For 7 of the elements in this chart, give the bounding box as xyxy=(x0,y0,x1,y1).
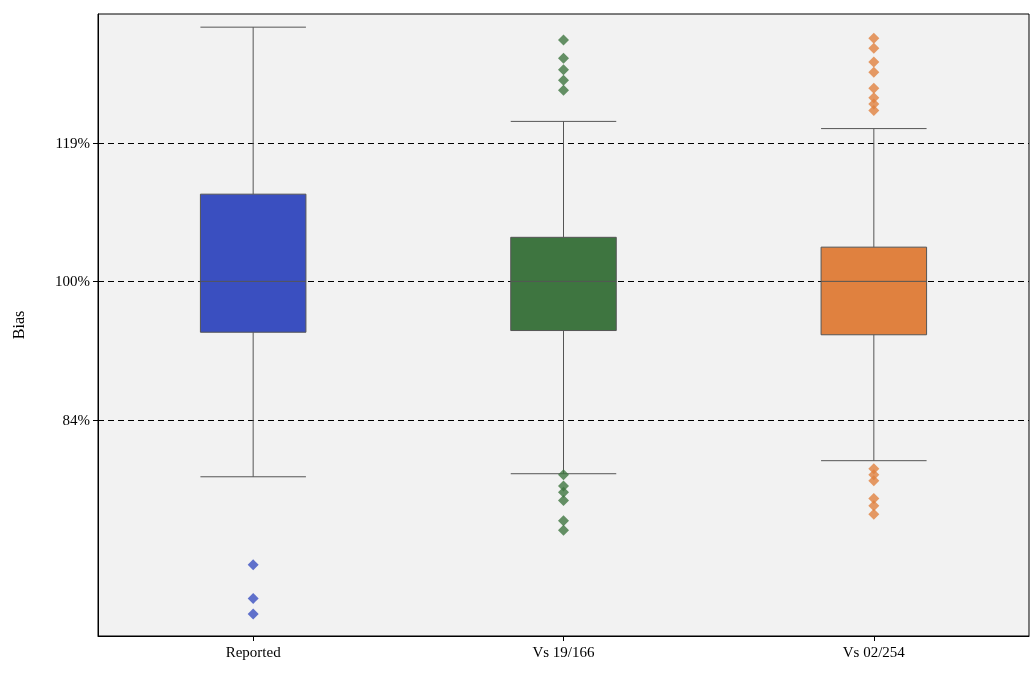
x-tick-label: Reported xyxy=(225,643,282,660)
y-tick-label: 100% xyxy=(55,273,90,290)
x-tick-label: Vs 19/166 xyxy=(532,643,596,660)
y-axis-title: Bias xyxy=(9,310,27,340)
y-tick-label: 84% xyxy=(62,411,90,428)
y-tick-label: 119% xyxy=(55,135,90,152)
x-tick-label: Vs 02/254 xyxy=(842,643,906,660)
